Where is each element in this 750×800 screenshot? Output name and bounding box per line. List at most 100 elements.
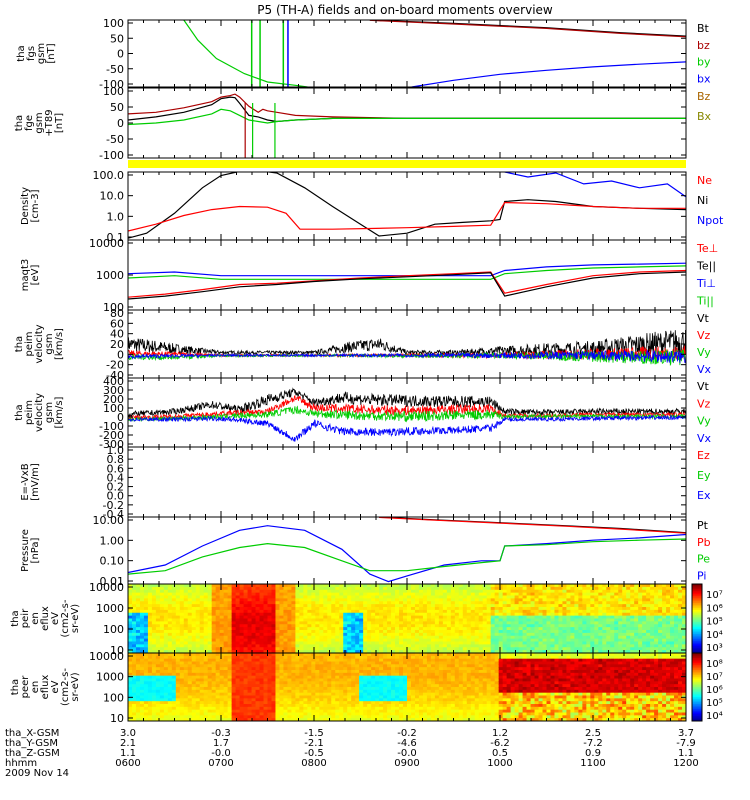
heatmap-cell <box>534 601 540 605</box>
heatmap-cell <box>203 621 209 625</box>
heatmap-cell <box>131 635 137 640</box>
heatmap-cell <box>351 604 356 608</box>
heatmap-cell <box>187 644 193 648</box>
heatmap-cell <box>414 644 420 648</box>
heatmap-cell <box>203 609 209 614</box>
heatmap-cell <box>187 692 193 697</box>
heatmap-cell <box>179 650 185 653</box>
heatmap-cell <box>634 595 639 599</box>
heatmap-cell <box>654 584 659 588</box>
heatmap-cell <box>275 615 281 620</box>
heatmap-cell <box>470 612 476 617</box>
heatmap-cell <box>155 704 161 708</box>
heatmap-cell <box>670 586 675 591</box>
heatmap-cell <box>359 627 364 631</box>
heatmap-cell <box>155 692 161 697</box>
heatmap-cell <box>207 615 213 620</box>
heatmap-cell <box>375 592 380 597</box>
heatmap-cell <box>195 684 201 688</box>
heatmap-cell <box>179 678 185 682</box>
heatmap-cell <box>303 624 308 628</box>
heatmap-cell <box>207 678 213 682</box>
heatmap-cell <box>379 624 384 628</box>
heatmap-cell <box>610 644 615 648</box>
heatmap-cell <box>458 607 464 611</box>
heatmap-cell <box>450 604 456 608</box>
heatmap-cell <box>303 635 308 640</box>
heatmap-cell <box>128 630 133 634</box>
heatmap-cell <box>574 621 579 625</box>
heatmap-cell <box>654 638 659 643</box>
ylabel-text: tha <box>10 679 21 695</box>
heatmap-cell <box>518 627 524 631</box>
heatmap-cell <box>399 644 404 648</box>
heatmap-cell <box>307 592 312 597</box>
heatmap-cell <box>534 647 540 651</box>
heatmap-cell <box>379 647 384 651</box>
heatmap-cell <box>387 589 392 594</box>
heatmap-cell <box>159 627 165 631</box>
heatmap-cell <box>327 612 332 617</box>
heatmap-cell <box>410 618 416 622</box>
heatmap-cell <box>462 638 468 643</box>
heatmap-cell <box>179 667 185 671</box>
heatmap-cell <box>434 650 440 653</box>
heatmap-cell <box>391 650 396 653</box>
heatmap-cell <box>606 630 611 634</box>
heatmap-cell <box>191 709 197 714</box>
heatmap-cell <box>231 704 237 708</box>
heatmap-cell <box>147 678 153 682</box>
heatmap-cell <box>391 607 396 611</box>
heatmap-cell <box>526 627 532 631</box>
heatmap-cell <box>167 621 173 625</box>
ylabel-text: gsm <box>44 402 55 423</box>
heatmap-cell <box>558 589 564 594</box>
heatmap-cell <box>199 592 205 597</box>
heatmap-cell <box>594 604 599 608</box>
heatmap-cell <box>622 604 627 608</box>
heatmap-cell <box>347 595 352 599</box>
heatmap-cell <box>514 615 520 620</box>
heatmap-cell <box>219 615 225 620</box>
heatmap-cell <box>546 598 552 602</box>
heatmap-cell <box>566 630 572 634</box>
legend-label: Te⊥ <box>696 242 718 255</box>
heatmap-cell <box>291 592 296 597</box>
heatmap-cell <box>630 615 635 620</box>
heatmap-cell <box>147 653 153 657</box>
heatmap-cell <box>654 609 659 614</box>
heatmap-cell <box>347 586 352 591</box>
heatmap-cell <box>498 598 504 602</box>
heatmap-cell <box>618 607 623 611</box>
heatmap-cell <box>131 667 137 671</box>
heatmap-cell <box>434 592 440 597</box>
heatmap-cell <box>359 607 364 611</box>
heatmap-cell <box>227 704 233 708</box>
heatmap-cell <box>347 621 352 625</box>
heatmap-cell <box>494 644 500 648</box>
heatmap-cell <box>235 609 241 614</box>
heatmap-cell <box>311 604 316 608</box>
heatmap-cell <box>343 624 348 628</box>
heatmap-cell <box>179 706 185 711</box>
heatmap-cell <box>450 592 456 597</box>
heatmap-cell <box>634 618 639 622</box>
heatmap-cell <box>666 632 671 637</box>
heatmap-cell <box>618 618 623 622</box>
heatmap-cell <box>199 712 205 716</box>
heatmap-cell <box>355 609 360 614</box>
heatmap-cell <box>303 627 308 631</box>
heatmap-cell <box>430 604 436 608</box>
heatmap-cell <box>227 627 233 631</box>
heatmap-cell <box>235 653 241 657</box>
heatmap-cell <box>367 612 372 617</box>
heatmap-cell <box>219 586 225 591</box>
heatmap-cell <box>510 586 516 591</box>
heatmap-cell <box>355 641 360 645</box>
heatmap-cell <box>375 612 380 617</box>
heatmap-cell <box>271 592 277 597</box>
heatmap-cell <box>327 630 332 634</box>
heatmap-cell <box>131 592 137 597</box>
heatmap-cell <box>355 635 360 640</box>
heatmap-cell <box>307 609 312 614</box>
